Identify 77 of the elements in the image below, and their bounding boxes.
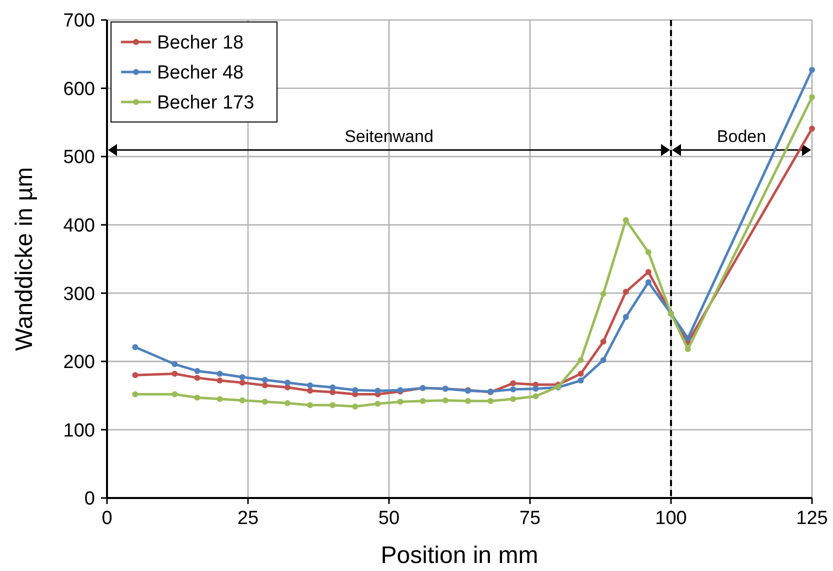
point	[374, 388, 381, 394]
point	[352, 387, 358, 394]
point	[132, 344, 138, 350]
point	[645, 249, 652, 256]
point	[194, 374, 200, 381]
point	[262, 382, 268, 388]
point	[532, 393, 539, 400]
point	[397, 398, 404, 405]
y-tick-label: 0	[84, 488, 95, 510]
point	[307, 388, 314, 394]
x-tick-label: 100	[655, 508, 687, 529]
point	[239, 380, 246, 386]
point	[464, 398, 471, 404]
point	[645, 268, 652, 275]
point	[194, 394, 200, 401]
point	[578, 370, 584, 377]
point	[172, 391, 178, 398]
x-tick-label: 0	[102, 508, 112, 529]
y-tick-label: 700	[63, 10, 95, 32]
annotation: Boden	[716, 127, 766, 146]
point	[510, 396, 516, 402]
x-tick-label: 75	[519, 508, 541, 529]
point	[809, 94, 815, 100]
x-tick-label: 50	[378, 508, 400, 529]
point	[262, 398, 268, 405]
x-tick-label: 125	[796, 508, 828, 529]
legend-label: Becher 18	[157, 32, 244, 54]
point	[488, 398, 494, 404]
y-tick-label: 200	[63, 352, 95, 374]
point	[307, 382, 314, 388]
point	[172, 361, 178, 368]
point	[532, 386, 539, 392]
point	[645, 279, 652, 286]
point	[216, 370, 223, 377]
legend-label: Becher 173	[157, 92, 254, 114]
point	[578, 357, 584, 364]
point	[809, 126, 815, 132]
point	[374, 400, 381, 407]
point	[239, 397, 246, 404]
point	[622, 314, 629, 320]
y-tick-label: 600	[63, 78, 95, 100]
point	[578, 378, 584, 384]
y-tick-label: 100	[63, 420, 95, 442]
point	[622, 288, 629, 295]
point	[307, 402, 314, 408]
point	[622, 217, 629, 224]
point	[330, 384, 336, 390]
point	[330, 402, 336, 408]
point	[352, 403, 358, 410]
point	[600, 357, 606, 364]
x-tick-label: 25	[237, 508, 259, 529]
point	[684, 335, 691, 342]
point	[600, 290, 606, 297]
y-tick-label: 300	[63, 284, 95, 305]
point	[420, 398, 426, 404]
point	[284, 400, 290, 406]
point	[132, 391, 138, 398]
legend-label: Becher 48	[157, 62, 244, 84]
point	[684, 346, 691, 352]
point	[216, 396, 223, 402]
point	[172, 370, 178, 377]
point	[216, 378, 223, 384]
point	[510, 386, 516, 392]
point	[284, 380, 290, 386]
point	[600, 338, 606, 345]
point	[262, 376, 268, 383]
annotation: Seitenwand	[344, 127, 434, 146]
point	[194, 368, 200, 374]
point	[442, 397, 448, 404]
point	[239, 374, 246, 380]
point	[809, 66, 815, 73]
x-axis-title: Position in mm	[380, 542, 538, 569]
y-axis-title: Wanddicke in µm	[11, 167, 38, 351]
point	[510, 380, 516, 386]
point	[132, 372, 138, 378]
y-tick-label: 400	[63, 216, 95, 237]
y-tick-label: 500	[63, 147, 95, 168]
